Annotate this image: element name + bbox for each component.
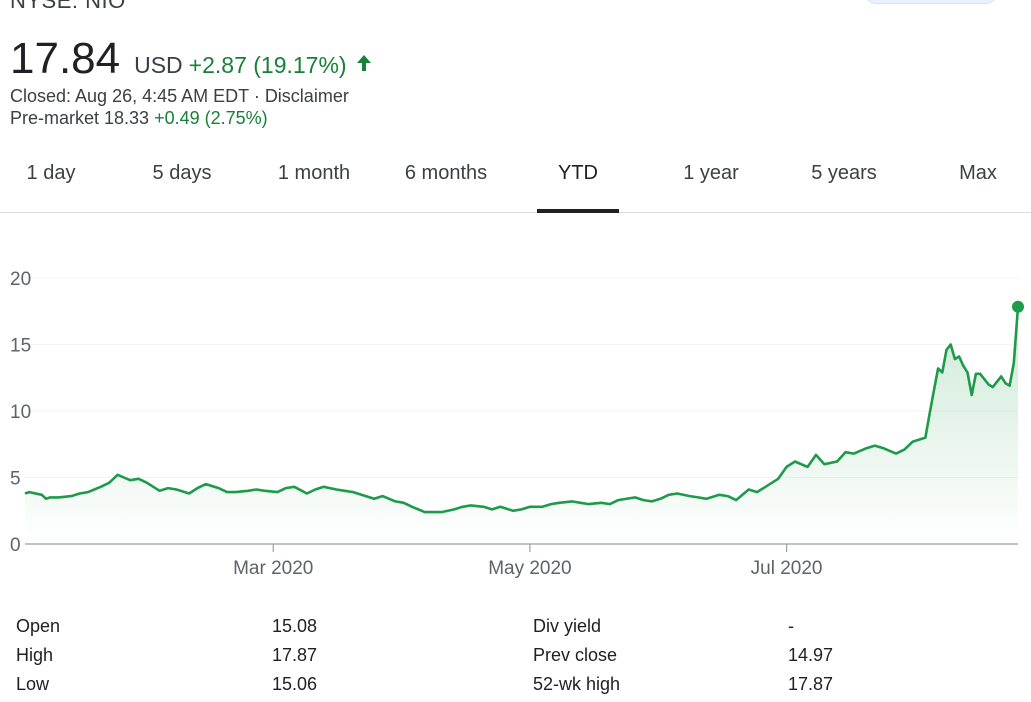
closed-time: Closed: Aug 26, 4:45 AM EDT xyxy=(10,86,249,106)
active-tab-indicator xyxy=(537,209,619,213)
tab-1-month[interactable]: 1 month xyxy=(277,162,351,184)
stat-label-low: Low xyxy=(16,674,50,694)
stat-label-52wk-high: 52-wk high xyxy=(533,674,621,694)
price-change: +2.87 (19.17%) xyxy=(188,52,347,78)
currency: USD xyxy=(134,52,183,78)
premarket-info: Pre-market 18.33 +0.49 (2.75%) xyxy=(10,108,268,129)
tab-1-year[interactable]: 1 year xyxy=(683,162,739,184)
tab-ytd[interactable]: YTD xyxy=(558,162,598,184)
stat-label-high: High xyxy=(16,645,54,665)
y-tick-label: 20 xyxy=(10,269,31,290)
latest-price-dot xyxy=(1012,300,1024,313)
tab-5-years[interactable]: 5 years xyxy=(811,162,877,184)
stat-value-52wk-high: 17.87 xyxy=(788,674,834,694)
stat-value-high: 17.87 xyxy=(272,645,318,665)
price-row: 17.84 USD +2.87 (19.17%) xyxy=(10,34,373,84)
x-tick-label: Mar 2020 xyxy=(233,558,313,579)
disclaimer-link[interactable]: Disclaimer xyxy=(264,86,349,106)
stat-value-open: 15.08 xyxy=(272,616,318,636)
y-tick-label: 5 xyxy=(10,469,21,490)
arrow-up-icon xyxy=(356,55,371,71)
stat-value-div-yield: - xyxy=(788,616,794,636)
x-tick-label: Jul 2020 xyxy=(751,558,823,579)
stat-value-low: 15.06 xyxy=(272,674,318,694)
y-tick-label: 0 xyxy=(10,535,21,556)
tab-1-day[interactable]: 1 day xyxy=(26,162,76,184)
price-chart[interactable]: 0 5 10 15 20 Mar 2020 May 2020 Jul 2020 xyxy=(0,250,1031,590)
tab-max[interactable]: Max xyxy=(959,162,997,184)
stat-value-prev-close: 14.97 xyxy=(788,645,834,665)
ticker-symbol: NYSE: NIO xyxy=(10,0,126,13)
separator: · xyxy=(248,86,265,106)
y-tick-label: 15 xyxy=(10,336,31,357)
price-line xyxy=(24,306,1020,514)
tab-6-months[interactable]: 6 months xyxy=(404,162,488,184)
stat-label-div-yield: Div yield xyxy=(533,616,602,636)
y-tick-label: 10 xyxy=(10,402,31,423)
market-status: Closed: Aug 26, 4:45 AM EDT · Disclaimer xyxy=(10,86,349,107)
premarket-price: Pre-market 18.33 xyxy=(10,108,150,128)
tab-5-days[interactable]: 5 days xyxy=(152,162,212,184)
range-tabs: 1 day 5 days 1 month 6 months YTD 1 year… xyxy=(0,150,1031,213)
stat-label-open: Open xyxy=(16,616,61,636)
x-tick-label: May 2020 xyxy=(488,558,571,579)
follow-button[interactable] xyxy=(865,0,997,4)
current-price: 17.84 xyxy=(10,34,121,83)
stat-label-prev-close: Prev close xyxy=(533,645,618,665)
premarket-change: +0.49 (2.75%) xyxy=(154,108,268,128)
